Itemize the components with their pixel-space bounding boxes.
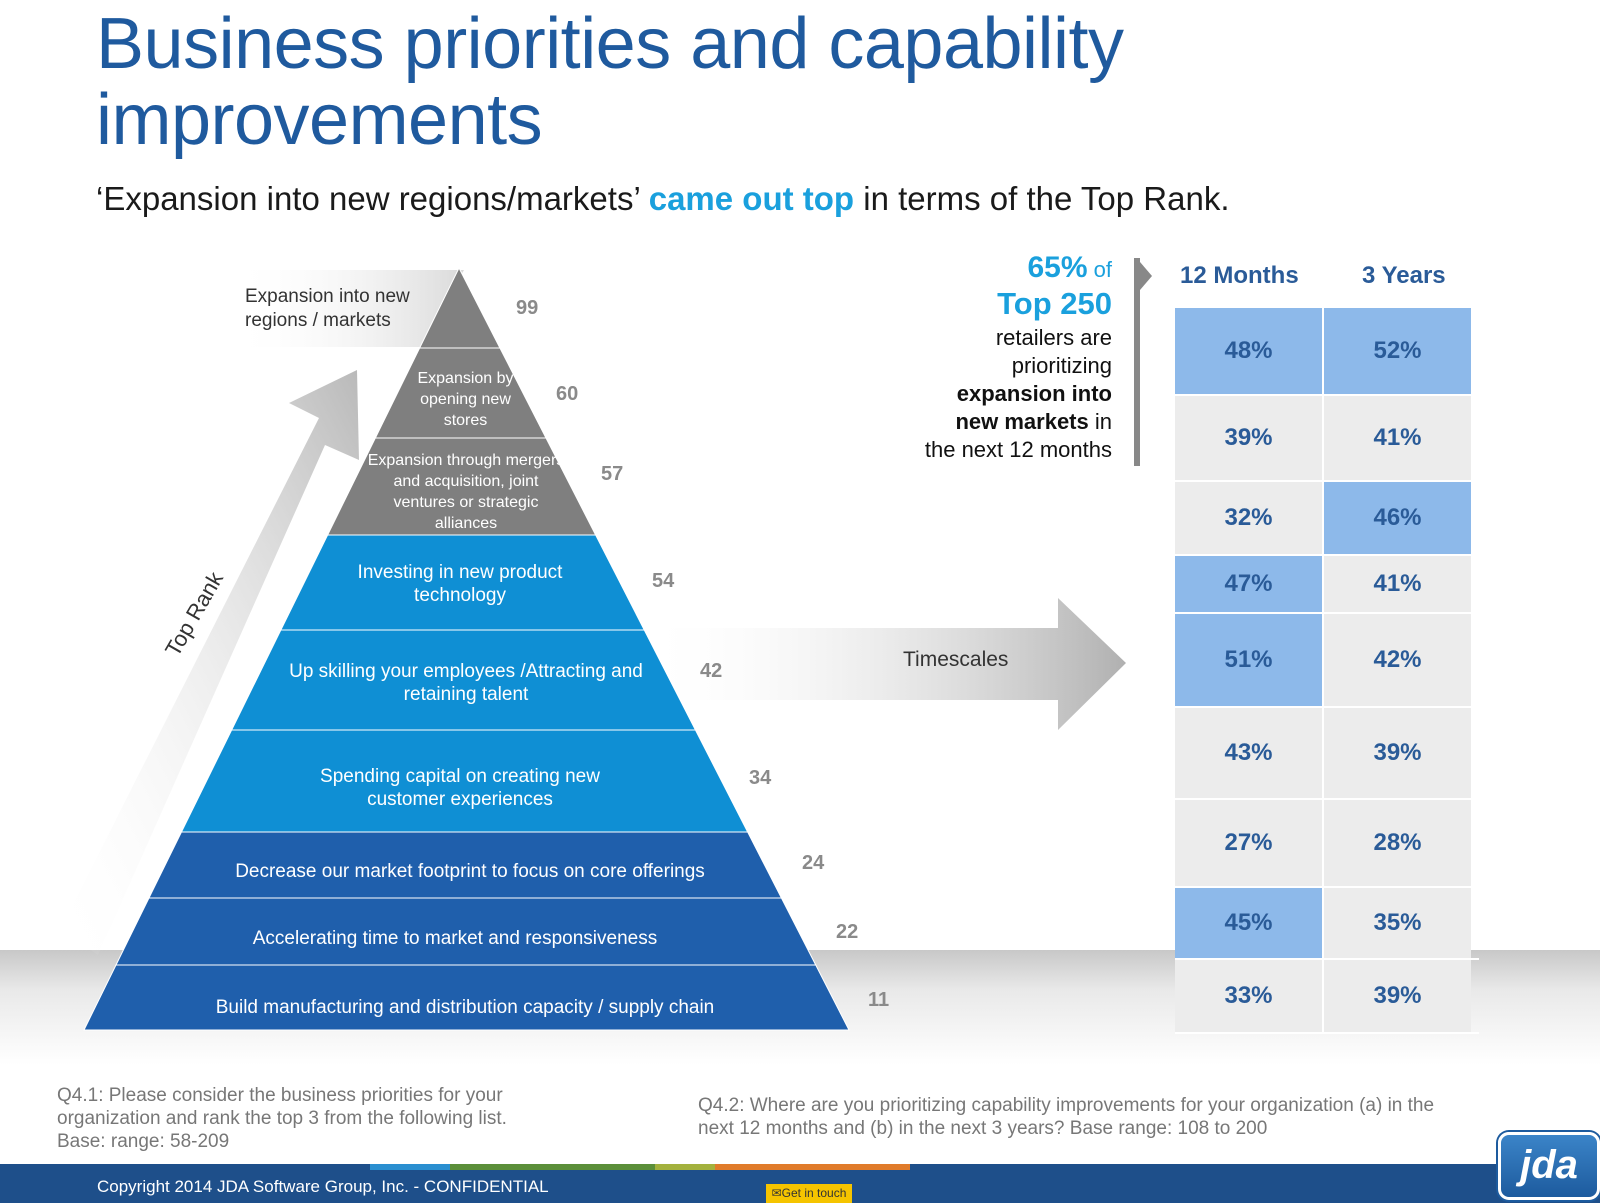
callout-line1: retailers are	[995, 325, 1112, 350]
top-rank-arrow	[60, 370, 359, 955]
top-level-flag	[232, 270, 464, 347]
callout-top250: Top 250	[997, 286, 1112, 321]
pyramid-tier-9	[83, 964, 850, 1031]
pyramid-value-3: 57	[601, 463, 624, 485]
pyramid-value-7: 24	[802, 852, 825, 874]
table-cell-12m: 33%	[1175, 960, 1322, 1032]
pyramid-label-2: Expansion by opening new stores	[417, 370, 514, 429]
table-cell-3y: 35%	[1322, 888, 1471, 958]
table-cell-12m: 51%	[1175, 614, 1322, 706]
q42-line-1: Q4.2: Where are you prioritizing capabil…	[698, 1095, 1435, 1116]
callout-in: in	[1088, 409, 1112, 434]
question-4-2-note: Q4.2: Where are you prioritizing capabil…	[698, 1094, 1434, 1140]
callout-line2: prioritizing	[1011, 353, 1112, 378]
callout-bracket	[1134, 258, 1140, 466]
table-row: 32% 46%	[1175, 482, 1479, 556]
callout-of: of	[1093, 257, 1112, 282]
copyright-text: Copyright 2014 JDA Software Group, Inc. …	[97, 1177, 549, 1196]
timescales-label: Timescales	[903, 648, 1009, 671]
q41-line-1: Q4.1: Please consider the business prior…	[57, 1085, 503, 1106]
subtitle: ‘Expansion into new regions/markets’ cam…	[96, 180, 1230, 218]
table-cell-12m: 48%	[1175, 308, 1322, 394]
pyramid-value-6: 34	[749, 767, 772, 789]
page-title: Business priorities and capability impro…	[96, 4, 1124, 160]
timescale-table: 48% 52% 39% 41% 32% 46% 47% 41% 51% 42% 43% 39…	[1175, 308, 1479, 1034]
question-4-1-note: Q4.1: Please consider the business prior…	[57, 1084, 507, 1153]
table-cell-12m: 45%	[1175, 888, 1322, 958]
pyramid-label-4: Investing in new product technology	[357, 562, 563, 606]
mail-icon: ✉	[771, 1186, 782, 1200]
subtitle-highlight: came out top	[648, 180, 855, 217]
callout-line3: the next 12 months	[924, 437, 1112, 462]
table-cell-3y: 39%	[1322, 960, 1471, 1032]
pyramid-label-8: Accelerating time to market and responsi…	[252, 928, 658, 949]
pyramid-value-5: 42	[700, 660, 723, 682]
header-3-years: 3 Years	[1362, 262, 1446, 289]
callout-percent: 65%	[1027, 251, 1088, 284]
callout-bracket-tip	[1140, 262, 1152, 290]
q41-line-2: organization and rank the top 3 from the…	[57, 1108, 507, 1129]
table-cell-3y: 52%	[1322, 308, 1471, 394]
pyramid-label-3: Expansion through mergers and acquisitio…	[367, 452, 565, 532]
pyramid-value-8: 22	[836, 921, 859, 943]
pyramid-value-4: 54	[652, 570, 675, 592]
header-12-months: 12 Months	[1180, 262, 1299, 289]
table-row: 51% 42%	[1175, 614, 1479, 708]
table-cell-12m: 43%	[1175, 708, 1322, 798]
table-row: 27% 28%	[1175, 800, 1479, 888]
subtitle-start: ‘Expansion into new regions/markets’	[96, 180, 649, 217]
timescales-arrow	[640, 598, 1126, 730]
pyramid-value-9: 11	[868, 989, 890, 1011]
table-cell-3y: 46%	[1322, 482, 1471, 554]
callout-bold1: expansion into	[956, 381, 1112, 406]
q41-line-3: Base: range: 58-209	[57, 1131, 230, 1152]
table-row: 39% 41%	[1175, 396, 1479, 482]
table-cell-12m: 39%	[1175, 396, 1322, 480]
pyramid-label-5: Up skilling your employees /Attracting a…	[289, 661, 643, 705]
table-cell-12m: 27%	[1175, 800, 1322, 886]
q42-line-2: next 12 months and (b) in the next 3 yea…	[698, 1118, 1268, 1139]
get-in-touch-button[interactable]: ✉Get in touch	[766, 1184, 852, 1203]
pyramid-label-6: Spending capital on creating new custome…	[320, 766, 600, 810]
pyramid-label-9: Build manufacturing and distribution cap…	[215, 997, 715, 1018]
table-cell-3y: 28%	[1322, 800, 1471, 886]
table-cell-12m: 47%	[1175, 556, 1322, 612]
table-row: 47% 41%	[1175, 556, 1479, 614]
callout-text: 65% of Top 250 retailers are prioritizin…	[870, 251, 1112, 464]
pyramid-value-1: 99	[516, 297, 539, 319]
table-cell-3y: 42%	[1322, 614, 1471, 706]
table-row: 43% 39%	[1175, 708, 1479, 800]
table-row: 33% 39%	[1175, 960, 1479, 1034]
footer-color-stripe	[0, 1164, 1600, 1170]
table-cell-3y: 39%	[1322, 708, 1471, 798]
table-row: 48% 52%	[1175, 308, 1479, 396]
table-cell-12m: 32%	[1175, 482, 1322, 554]
jda-logo: jda	[1498, 1132, 1600, 1200]
table-row: 45% 35%	[1175, 888, 1479, 960]
pyramid-label-1: Expansion into new regions / markets	[245, 286, 410, 331]
pyramid-value-2: 60	[556, 383, 579, 405]
subtitle-end: in terms of the Top Rank.	[854, 180, 1230, 217]
table-cell-3y: 41%	[1322, 396, 1471, 480]
callout-bold2: new markets	[955, 409, 1089, 434]
get-in-touch-label: Get in touch	[781, 1186, 847, 1200]
pyramid-label-7: Decrease our market footprint to focus o…	[235, 861, 705, 882]
table-cell-3y: 41%	[1322, 556, 1471, 612]
